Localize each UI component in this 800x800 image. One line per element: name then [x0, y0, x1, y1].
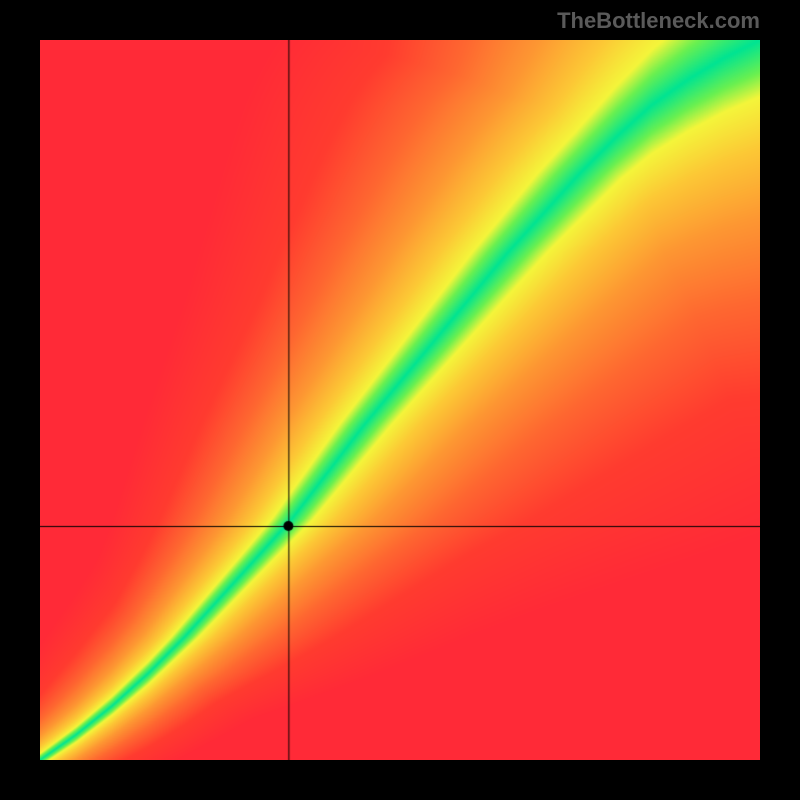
bottleneck-heatmap	[40, 40, 760, 760]
watermark-text: TheBottleneck.com	[557, 8, 760, 34]
heatmap-container	[40, 40, 760, 760]
